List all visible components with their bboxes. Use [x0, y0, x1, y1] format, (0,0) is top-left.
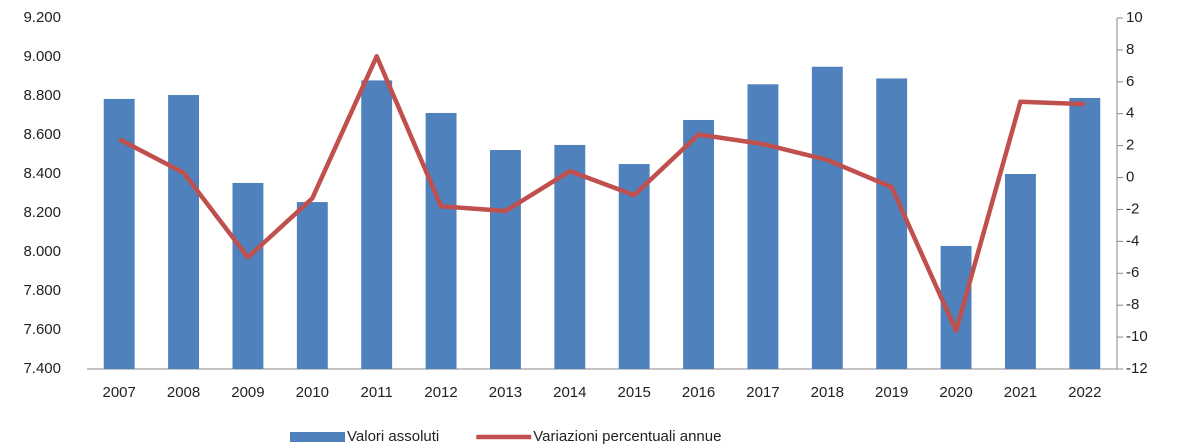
x-tick-label: 2010: [296, 384, 329, 401]
y2-tick-label: 2: [1126, 137, 1134, 154]
y-tick-label: 9.000: [23, 48, 61, 65]
y-tick-label: 9.200: [23, 9, 61, 26]
y2-tick-label: -8: [1126, 296, 1139, 313]
y-tick-label: 7.400: [23, 360, 61, 377]
x-tick-label: 2009: [231, 384, 264, 401]
bar: [554, 144, 586, 369]
bar: [296, 202, 328, 369]
legend-label: Valori assoluti: [347, 428, 439, 445]
bar: [876, 78, 908, 369]
bar: [232, 182, 264, 369]
bar: [811, 66, 843, 369]
y2-tick-label: 8: [1126, 41, 1134, 58]
x-tick-label: 2011: [361, 384, 393, 401]
y-tick-label: 8.400: [23, 165, 61, 182]
x-tick-label: 2020: [939, 384, 972, 401]
x-tick-label: 2008: [167, 384, 200, 401]
y-tick-label: 8.200: [23, 204, 61, 221]
x-tick-label: 2014: [553, 384, 586, 401]
y2-tick-label: -4: [1126, 232, 1139, 249]
y-tick-label: 8.000: [23, 243, 61, 260]
bar: [168, 95, 200, 370]
bar: [489, 150, 521, 369]
x-tick-label: 2013: [489, 384, 522, 401]
x-tick-label: 2022: [1068, 384, 1101, 401]
bar: [1069, 97, 1101, 369]
x-tick-label: 2019: [875, 384, 908, 401]
y2-tick-label: 0: [1126, 169, 1134, 186]
y-tick-label: 8.800: [23, 87, 61, 104]
y2-tick-label: -12: [1126, 360, 1148, 377]
x-tick-label: 2015: [618, 384, 651, 401]
y-tick-label: 7.600: [23, 321, 61, 338]
x-tick-label: 2018: [811, 384, 844, 401]
bar: [1004, 174, 1036, 369]
y2-tick-label: 4: [1126, 105, 1134, 122]
bar: [747, 84, 779, 370]
x-tick-label: 2012: [424, 384, 457, 401]
legend-label: Variazioni percentuali annue: [533, 428, 721, 445]
bar: [683, 119, 715, 369]
x-tick-label: 2007: [103, 384, 136, 401]
bar: [618, 164, 650, 369]
line: [118, 54, 1085, 333]
y2-tick-label: 10: [1126, 9, 1143, 26]
y2-tick-label: -6: [1126, 264, 1139, 281]
bar: [361, 80, 393, 370]
bar: [425, 112, 457, 369]
y-tick-label: 7.800: [23, 282, 61, 299]
x-tick-label: 2021: [1004, 384, 1037, 401]
legend-swatch: [290, 432, 345, 442]
x-tick-label: 2016: [682, 384, 715, 401]
x-tick-label: 2017: [746, 384, 779, 401]
y-tick-label: 8.600: [23, 126, 61, 143]
y2-tick-label: -10: [1126, 328, 1148, 345]
y2-tick-label: 6: [1126, 73, 1134, 90]
y2-tick-label: -2: [1126, 200, 1139, 217]
